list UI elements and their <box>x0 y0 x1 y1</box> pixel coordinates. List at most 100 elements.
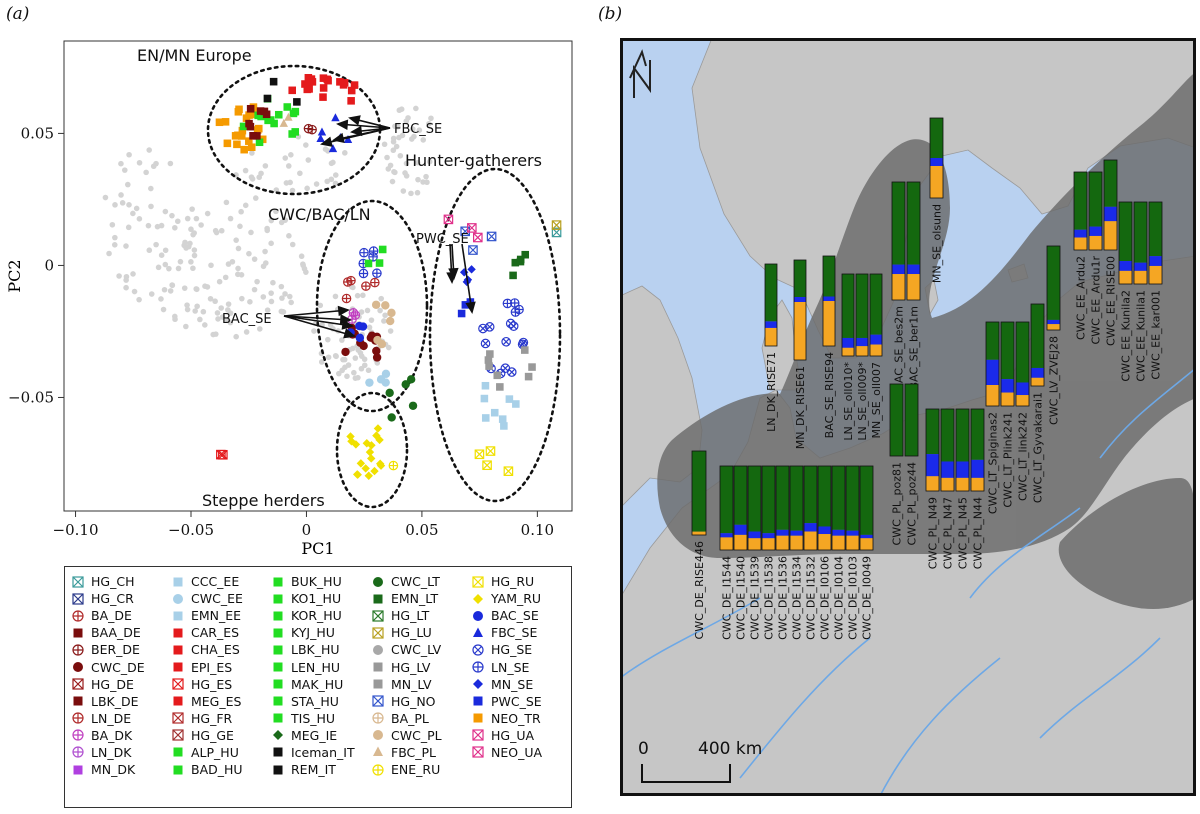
legend-symbol-icon <box>73 662 83 673</box>
bar-segment-blue <box>1031 367 1044 378</box>
legend-label: EMN_LT <box>391 591 439 607</box>
legend-symbol-icon <box>173 696 183 706</box>
legend-item-alp_hu: ALP_HU <box>171 744 243 761</box>
panel-a-label: (a) <box>6 4 30 24</box>
bar-segment-green <box>905 384 918 456</box>
legend-symbol-icon <box>372 627 384 639</box>
reference-point <box>188 259 194 265</box>
point-hg_ua <box>467 223 477 233</box>
point-epi_es <box>308 78 317 86</box>
legend-symbol-icon <box>273 679 283 689</box>
arrow-line <box>461 243 473 313</box>
point-fbc_se <box>328 144 338 153</box>
point-neo_tr <box>223 139 232 148</box>
legend-marker <box>72 729 84 741</box>
legend-marker <box>472 729 484 741</box>
reference-point <box>303 142 309 148</box>
point-fbc_se <box>331 113 340 122</box>
arrow-line <box>283 315 351 321</box>
bar-segment-green <box>720 466 733 534</box>
bar-segment-orange <box>856 346 868 356</box>
reference-point <box>146 147 153 153</box>
point-hg_lv <box>528 363 536 371</box>
reference-point <box>413 105 419 112</box>
point-ba_dk <box>350 310 361 320</box>
cwc-range-main <box>657 72 1196 558</box>
arrow-line <box>321 127 391 145</box>
point-neo_tr <box>215 118 224 127</box>
reference-point <box>414 189 421 196</box>
reference-point <box>381 141 388 148</box>
point-neo_tr <box>247 143 256 152</box>
reference-point <box>325 354 332 361</box>
reference-point <box>344 373 350 380</box>
reference-point <box>403 160 410 167</box>
legend-symbol-icon <box>273 628 283 638</box>
reference-point <box>242 202 249 209</box>
legend-marker <box>173 645 183 655</box>
bar-segment-green <box>1104 160 1117 207</box>
label-en-mn-europe: EN/MN Europe <box>137 46 252 65</box>
legend-marker <box>72 610 84 622</box>
reference-point <box>204 284 211 290</box>
bar-segment-blue <box>1047 319 1060 325</box>
reference-point <box>235 271 241 278</box>
point-alp_hu <box>375 259 384 267</box>
legend-item-ba_dk: BA_DK <box>71 727 145 744</box>
reference-point <box>365 367 372 374</box>
legend-symbol-icon <box>73 765 83 775</box>
bar-cwc_lt_spiginas2: CWC_LT_Spiginas2 <box>985 321 1000 514</box>
legend-label: CWC_LT <box>391 574 440 590</box>
reference-point <box>172 224 178 231</box>
bar-ln_se_oll009*: LN_SE_oll009* <box>855 273 869 441</box>
legend-item-mn_dk: MN_DK <box>71 761 145 778</box>
scale-label-zero: 0 <box>638 739 649 759</box>
bar-segment-orange <box>930 166 943 198</box>
legend-marker <box>372 610 384 622</box>
point-cwc_pl <box>385 316 395 326</box>
bar-segment-blue <box>870 334 882 345</box>
bar-segment-blue <box>842 337 854 348</box>
legend-marker <box>172 678 184 690</box>
point-hg_se <box>484 322 495 332</box>
legend-label: LBK_DE <box>91 693 139 709</box>
legend-label: BAC_SE <box>491 608 539 624</box>
bar-label: CWC_DE_I1536 <box>777 556 790 640</box>
point-hg_ru <box>482 460 492 471</box>
bar-segment-blue <box>1119 261 1132 271</box>
bar-segment-orange <box>720 537 733 550</box>
reference-point <box>300 261 306 267</box>
label-steppe-herders: Steppe herders <box>202 491 325 510</box>
point-cwc_lt <box>385 388 394 398</box>
bar-label: CWC_EE_Ardu1r <box>1090 256 1103 345</box>
bar-segment-orange <box>1149 265 1162 284</box>
reference-point <box>396 134 402 141</box>
reference-point <box>397 152 404 159</box>
reference-point <box>126 151 132 158</box>
legend-item-ln_dk: LN_DK <box>71 744 145 761</box>
bar-segment-blue <box>748 531 761 539</box>
legend-marker <box>373 679 383 689</box>
reference-point <box>248 229 254 236</box>
reference-point <box>166 265 172 272</box>
legend-label: HG_SE <box>491 642 533 658</box>
legend-symbol-icon <box>173 645 183 655</box>
arrow-head <box>336 119 349 130</box>
legend-marker <box>273 645 283 655</box>
reference-point <box>251 256 258 262</box>
y-tick-label: 0 <box>44 256 54 274</box>
bar-segment-green <box>890 384 903 456</box>
reference-point <box>119 200 126 206</box>
bar-segment-green <box>804 466 817 524</box>
point-epi_es <box>288 86 297 95</box>
legend-symbol-icon <box>473 696 483 706</box>
legend-item-lbk_de: LBK_DE <box>71 693 145 710</box>
y-tick-label: −0.05 <box>8 388 54 406</box>
point-neo_tr <box>255 124 263 133</box>
reference-point <box>233 237 239 243</box>
legend-marker <box>273 611 283 621</box>
legend-label: BA_DE <box>91 608 132 624</box>
point-ba_de <box>341 293 352 304</box>
point-neo_tr <box>237 132 246 140</box>
reference-point <box>305 157 312 163</box>
